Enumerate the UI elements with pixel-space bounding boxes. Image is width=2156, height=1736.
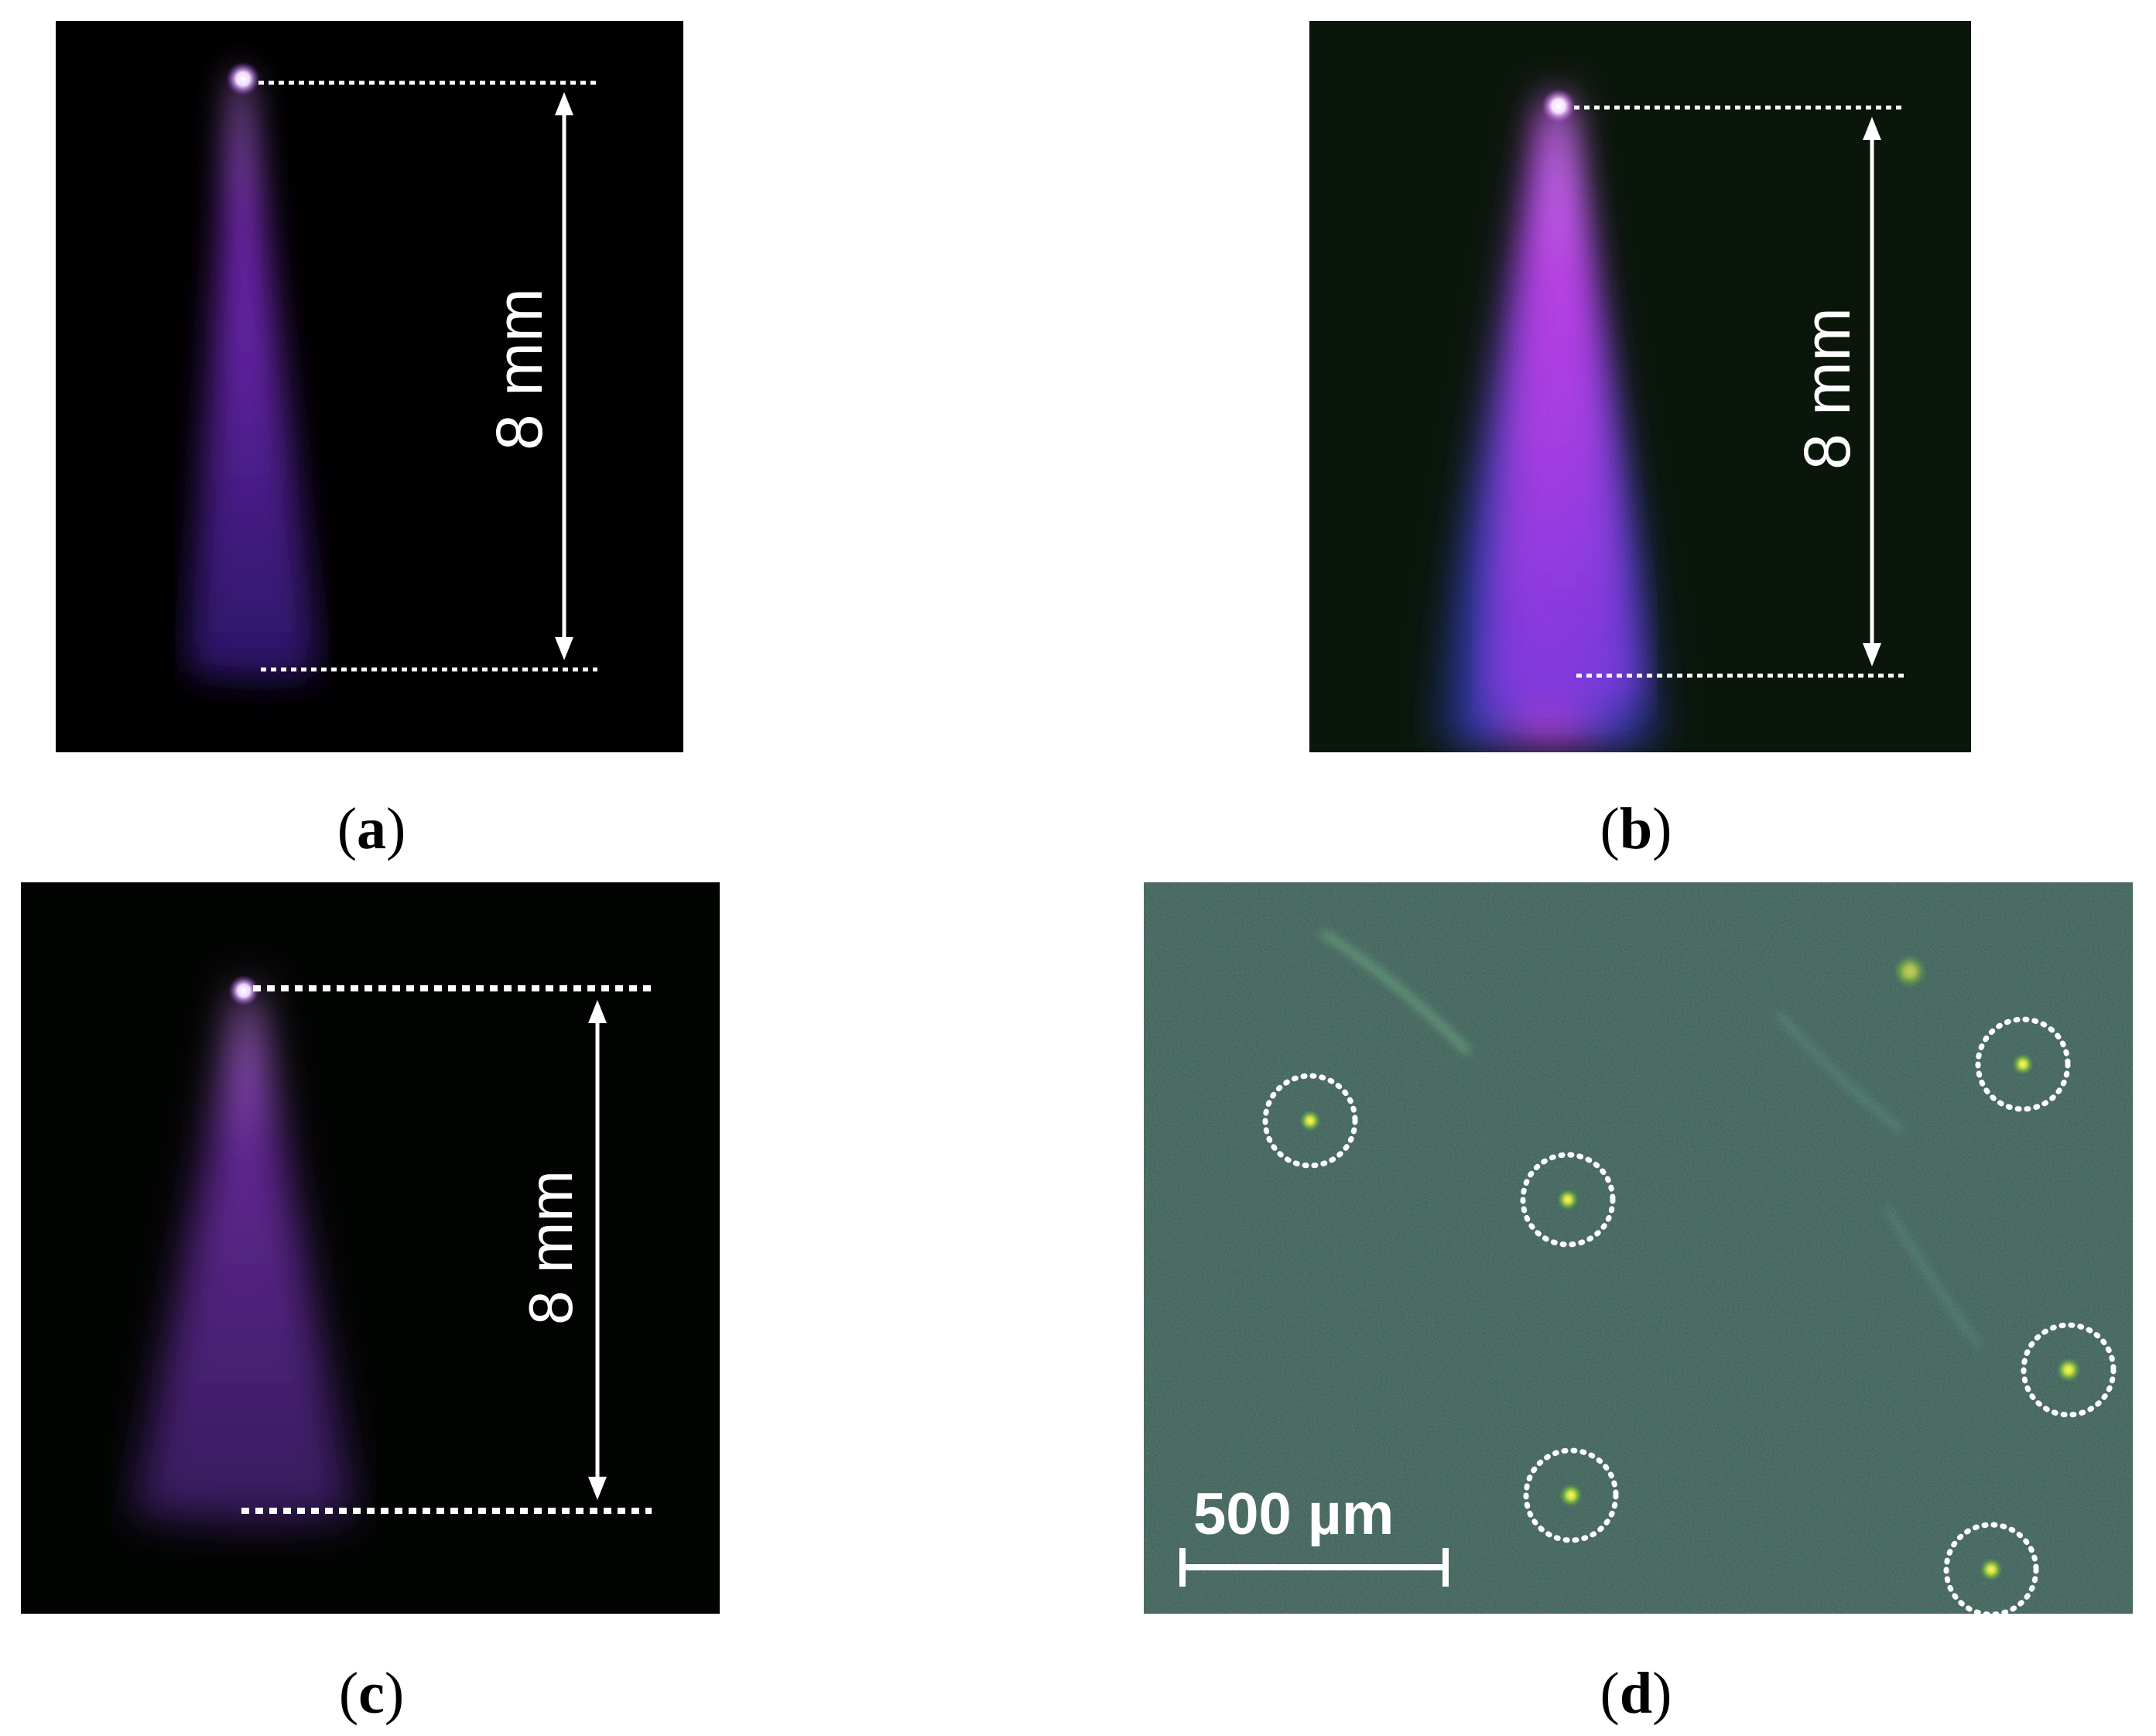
plasma-tip — [228, 975, 259, 1006]
panel-b-image: 8 mm — [1309, 21, 1971, 752]
streak — [1776, 1012, 1904, 1132]
arrowhead-down-icon — [1863, 643, 1881, 666]
particle-ring — [2021, 1322, 2117, 1418]
particle — [1262, 1073, 1358, 1169]
arrowhead-up-icon — [1863, 117, 1881, 140]
panel-d-image: 500 µm — [1144, 882, 2133, 1614]
caption-d: (d) — [1600, 1661, 1672, 1726]
particle-ring — [1943, 1522, 2039, 1614]
particle-ring — [1975, 1016, 2071, 1112]
arrowhead-down-icon — [555, 637, 573, 660]
particle-ring — [1523, 1447, 1619, 1543]
plasma-plume — [133, 987, 354, 1523]
arrowhead-down-icon — [588, 1477, 607, 1500]
streak — [1884, 1206, 1982, 1348]
glow — [1893, 954, 1927, 988]
caption-b: (b) — [1600, 796, 1672, 861]
arrowhead-up-icon — [588, 1000, 607, 1023]
particle — [1523, 1447, 1619, 1543]
scale-label: 8 mm — [516, 1170, 585, 1325]
panel-a-image: 8 mm — [56, 21, 683, 752]
scale-bar-label: 500 µm — [1193, 1481, 1394, 1547]
plasma-plume — [1487, 94, 1642, 708]
particle — [1943, 1522, 2039, 1614]
particle — [1520, 1152, 1616, 1248]
caption-c: (c) — [338, 1661, 405, 1726]
particle-ring — [1520, 1152, 1616, 1248]
scale-label: 8 mm — [483, 288, 556, 450]
plasma-plume — [187, 71, 319, 679]
scale-label: 8 mm — [1791, 307, 1863, 470]
streak — [1319, 930, 1471, 1055]
particle — [1975, 1016, 2071, 1112]
arrowhead-up-icon — [555, 92, 573, 115]
particle — [2021, 1322, 2117, 1418]
particle-ring — [1262, 1073, 1358, 1169]
plasma-tip — [1542, 89, 1576, 123]
caption-a: (a) — [337, 796, 406, 861]
plasma-tip — [226, 62, 260, 96]
panel-c-image: 8 mm — [21, 882, 720, 1614]
